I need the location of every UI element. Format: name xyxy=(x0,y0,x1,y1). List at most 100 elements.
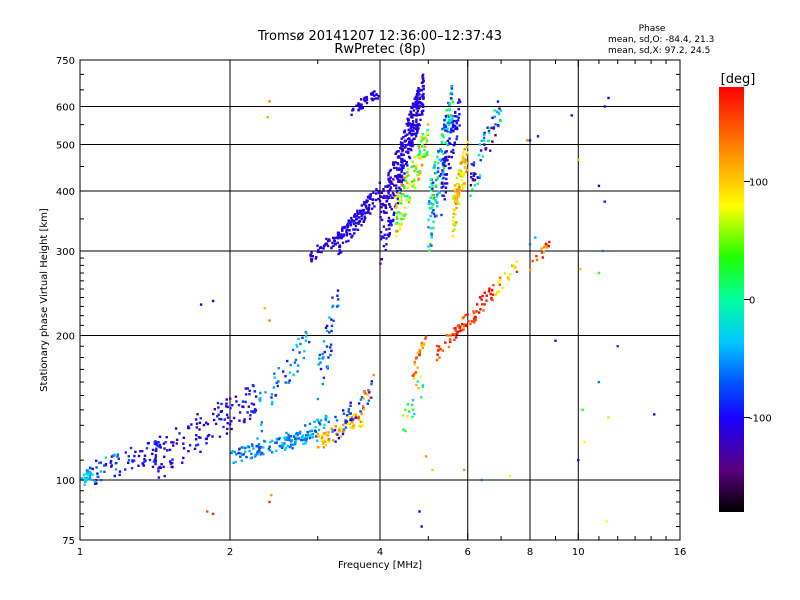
data-point xyxy=(256,450,260,453)
data-point xyxy=(395,190,399,193)
data-point xyxy=(356,209,359,212)
data-point xyxy=(436,201,439,204)
data-point xyxy=(395,215,399,218)
data-point xyxy=(157,476,161,479)
data-point xyxy=(337,233,340,236)
y-tick-label: 400 xyxy=(56,187,75,198)
data-point xyxy=(367,209,370,213)
data-point xyxy=(371,91,375,94)
data-point xyxy=(260,429,264,433)
data-point xyxy=(342,430,345,433)
data-point xyxy=(242,453,245,456)
data-point xyxy=(262,446,265,449)
data-point xyxy=(442,126,446,129)
data-point xyxy=(360,412,363,415)
data-point xyxy=(359,425,363,428)
data-point xyxy=(447,334,450,337)
x-tick-label: 10 xyxy=(572,547,585,558)
data-point xyxy=(453,194,457,197)
data-point xyxy=(336,289,340,292)
data-point xyxy=(408,410,411,413)
data-point xyxy=(470,320,474,323)
data-point xyxy=(338,244,341,247)
data-point xyxy=(354,413,358,416)
data-point xyxy=(398,173,401,176)
data-point xyxy=(458,185,461,189)
data-point xyxy=(284,381,287,384)
data-point xyxy=(369,193,372,196)
data-point xyxy=(350,416,354,419)
data-point xyxy=(528,139,532,142)
data-point xyxy=(413,179,416,182)
data-point xyxy=(407,118,410,121)
data-point xyxy=(345,234,348,237)
data-point xyxy=(495,110,499,113)
data-point xyxy=(577,158,580,161)
data-point xyxy=(182,447,186,450)
data-point xyxy=(337,430,341,433)
data-point xyxy=(490,126,493,130)
data-point xyxy=(295,431,299,435)
data-point xyxy=(230,427,233,431)
data-point xyxy=(402,153,405,156)
data-point xyxy=(320,436,324,439)
data-point xyxy=(263,439,266,443)
data-point xyxy=(448,102,451,105)
data-point xyxy=(304,442,307,445)
data-point xyxy=(239,452,242,455)
data-point xyxy=(379,210,382,214)
data-point xyxy=(457,187,460,190)
data-point xyxy=(220,409,223,413)
data-point xyxy=(187,425,190,428)
colorbar-tick-label: 0 xyxy=(749,296,755,307)
data-point xyxy=(175,438,179,441)
data-point xyxy=(461,154,464,158)
data-point xyxy=(461,175,464,178)
data-point xyxy=(371,198,374,201)
data-point xyxy=(385,199,389,203)
data-point xyxy=(465,323,468,326)
data-point xyxy=(418,153,421,156)
data-point xyxy=(528,243,532,246)
data-point xyxy=(304,434,308,437)
data-point xyxy=(411,113,415,117)
data-point xyxy=(299,430,302,433)
data-point xyxy=(418,349,422,352)
data-point xyxy=(338,245,341,248)
data-point xyxy=(329,353,332,357)
data-point xyxy=(391,182,394,185)
data-point xyxy=(305,437,308,440)
data-point xyxy=(461,172,464,175)
data-point xyxy=(385,243,388,246)
data-point xyxy=(417,144,420,148)
data-point xyxy=(452,223,455,226)
data-point xyxy=(267,447,270,451)
data-point xyxy=(432,220,435,223)
data-point xyxy=(396,197,399,201)
data-point xyxy=(248,389,251,393)
data-point xyxy=(132,459,136,462)
data-point xyxy=(597,184,601,188)
data-point xyxy=(151,448,155,452)
data-point xyxy=(421,75,424,78)
data-point xyxy=(329,346,332,349)
data-point xyxy=(325,345,329,348)
data-point xyxy=(316,250,320,254)
data-point xyxy=(268,319,271,322)
data-point xyxy=(306,433,310,437)
data-point xyxy=(432,226,435,230)
data-point xyxy=(402,164,405,167)
data-point xyxy=(492,283,495,287)
data-point xyxy=(418,350,421,354)
data-point xyxy=(240,459,243,462)
data-point xyxy=(390,223,393,227)
data-point xyxy=(448,108,451,111)
data-point xyxy=(291,348,295,352)
data-point xyxy=(474,172,477,176)
data-point xyxy=(418,151,421,155)
data-point xyxy=(305,439,308,442)
data-point xyxy=(199,436,202,439)
x-tick-label: 2 xyxy=(227,547,233,558)
data-point xyxy=(402,166,405,169)
data-point xyxy=(292,373,295,377)
